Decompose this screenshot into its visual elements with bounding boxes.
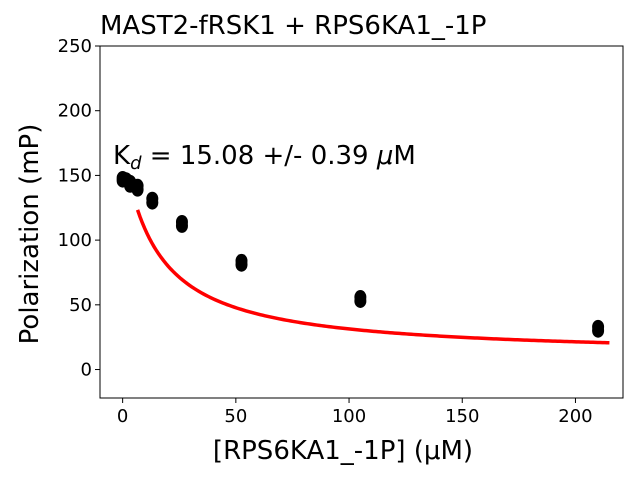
data-point [354,293,367,308]
data-point [592,323,605,338]
x-tick-label: 50 [224,406,247,427]
x-tick-label: 200 [558,406,592,427]
kd-annotation-mu: μ [376,141,394,171]
fit-curve [135,209,610,345]
y-axis-ticks: 0 50 100 150 200 250 [58,36,100,381]
fit-layer [135,209,610,345]
x-tick-label: 0 [117,406,128,427]
y-axis-label: Polarization (mP) [15,124,45,345]
x-tick-label: 100 [332,406,366,427]
kd-annotation-unit: M [393,141,415,171]
plot-area [99,45,624,399]
data-point [146,195,159,210]
x-tick-label: 150 [445,406,479,427]
y-tick-label: 150 [58,165,92,186]
data-point [175,218,188,233]
y-tick-label: 200 [58,101,92,122]
y-tick-label: 250 [58,36,92,57]
chart-title: MAST2-fRSK1 + RPS6KA1_-1P [100,11,486,41]
points-layer [116,171,605,338]
kd-annotation-rest: = 15.08 +/- 0.39 [142,141,377,171]
y-tick-label: 0 [81,360,92,381]
data-point [131,182,144,197]
x-axis-ticks: 0 50 100 150 200 [117,398,593,427]
kd-annotation-sub: d [130,153,142,174]
kd-annotation-k: K [113,141,131,171]
axes-frame [99,45,624,399]
data-point [235,257,248,272]
y-tick-label: 50 [69,295,92,316]
y-tick-label: 100 [58,230,92,251]
x-axis-label: [RPS6KA1_-1P] (μM) [213,436,473,466]
kd-annotation: Kd = 15.08 +/- 0.39 μM [113,141,416,174]
